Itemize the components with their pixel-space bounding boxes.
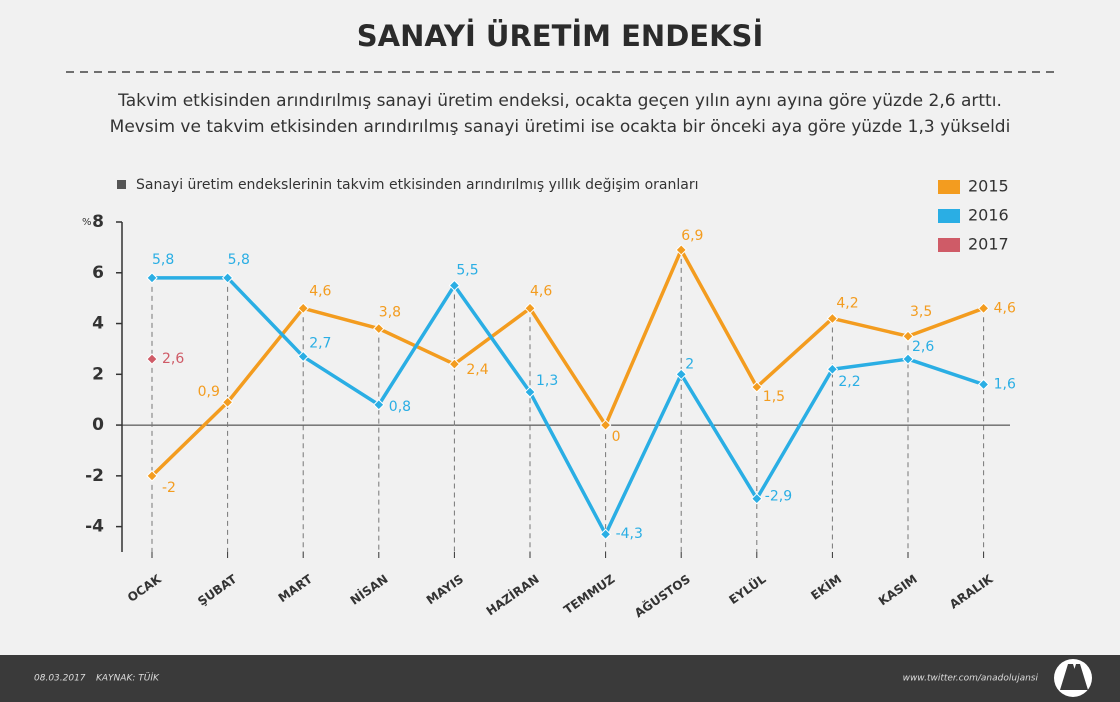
point xyxy=(599,419,612,431)
point xyxy=(448,358,461,370)
point xyxy=(977,302,990,315)
data-label: 0,9 xyxy=(198,384,220,400)
point xyxy=(675,368,687,381)
legend-label: 2016 xyxy=(968,206,1009,225)
data-label: 1,3 xyxy=(536,373,558,389)
point xyxy=(902,330,914,342)
point xyxy=(675,244,687,256)
data-label: 1,5 xyxy=(763,389,785,405)
point xyxy=(599,528,612,540)
y-tick-label: 6 xyxy=(92,263,104,283)
logo-mark xyxy=(1060,664,1088,690)
subtitle-line: Takvim etkisinden arındırılmış sanayi ür… xyxy=(117,91,1002,111)
data-label: 0,8 xyxy=(389,399,411,415)
point xyxy=(146,470,158,482)
point xyxy=(146,353,158,365)
point xyxy=(524,302,536,315)
point xyxy=(221,272,234,284)
data-label: 2 xyxy=(685,356,694,372)
legend-swatch xyxy=(938,238,960,252)
point xyxy=(221,396,234,408)
point xyxy=(146,272,158,284)
data-label: 2,7 xyxy=(309,336,331,352)
point xyxy=(902,353,914,365)
data-label: 5,8 xyxy=(228,252,250,268)
data-label: 4,6 xyxy=(530,283,552,299)
data-label: -2 xyxy=(162,480,176,496)
point xyxy=(297,350,309,363)
point xyxy=(751,381,763,393)
y-tick-label: -4 xyxy=(85,517,104,537)
footer-source: KAYNAK: TÜİK xyxy=(96,673,160,684)
data-label: 1,6 xyxy=(994,376,1016,392)
legend-swatch xyxy=(938,209,960,223)
point xyxy=(297,302,309,315)
data-label: 2,6 xyxy=(912,339,934,355)
y-tick-label: 8 xyxy=(92,212,104,232)
data-label: 2,2 xyxy=(838,374,860,390)
data-label: 3,5 xyxy=(910,304,932,320)
data-label: 2,6 xyxy=(162,351,184,367)
data-label: 5,5 xyxy=(456,262,478,278)
point xyxy=(448,279,461,292)
legend-swatch xyxy=(938,180,960,194)
data-label: 4,6 xyxy=(309,283,331,299)
data-label: 5,8 xyxy=(152,252,174,268)
point xyxy=(826,363,839,375)
point xyxy=(373,399,385,411)
series-line xyxy=(150,248,985,478)
subtitle-line: Mevsim ve takvim etkisinden arındırılmış… xyxy=(110,117,1011,137)
footer-url: www.twitter.com/anadolujansi xyxy=(903,674,1039,684)
y-tick-label: 2 xyxy=(92,364,104,384)
data-label: 3,8 xyxy=(379,305,401,321)
point xyxy=(751,492,763,505)
series-line xyxy=(152,276,985,536)
y-tick-label: 0 xyxy=(92,415,104,435)
point xyxy=(524,386,536,398)
data-label: 6,9 xyxy=(681,228,703,244)
footer-bar xyxy=(0,655,1120,702)
point xyxy=(977,378,990,391)
chart-title: Sanayi üretim endekslerinin takvim etkis… xyxy=(136,177,699,193)
data-label: -4,3 xyxy=(616,526,643,542)
y-tick-label: -2 xyxy=(85,466,104,486)
point xyxy=(826,312,839,325)
legend-label: 2015 xyxy=(968,177,1009,196)
data-label: -2,9 xyxy=(765,489,792,505)
data-label: 4,2 xyxy=(836,295,858,311)
y-unit: % xyxy=(82,217,92,228)
data-label: 2,4 xyxy=(466,362,488,378)
data-label: 0 xyxy=(612,429,621,445)
footer-date: 08.03.2017 xyxy=(34,674,86,684)
title: SANAYİ ÜRETİM ENDEKSİ xyxy=(357,19,763,53)
point xyxy=(373,322,385,335)
legend-label: 2017 xyxy=(968,235,1009,254)
data-label: 4,6 xyxy=(994,300,1016,316)
y-tick-label: 4 xyxy=(92,314,104,334)
bullet xyxy=(117,180,126,189)
